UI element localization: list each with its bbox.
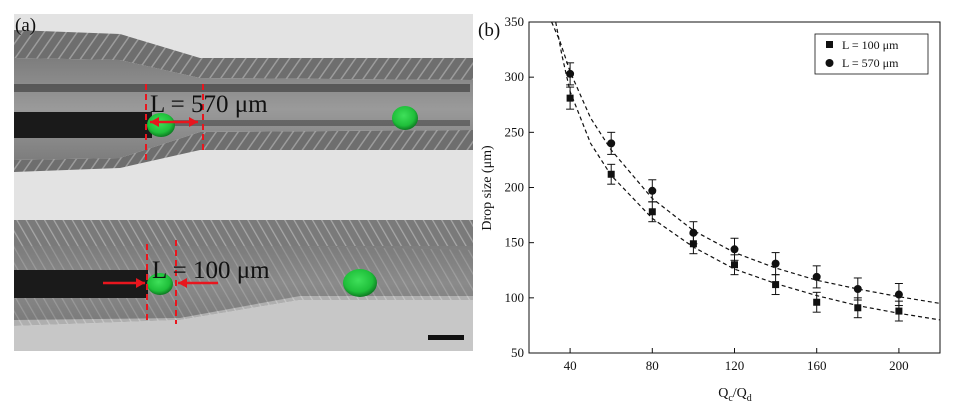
y-tick-label: 250 (505, 124, 525, 139)
y-tick-label: 100 (505, 290, 525, 305)
point-square (566, 94, 574, 102)
y-axis: 50 100 150 200 250 300 350 (505, 14, 534, 360)
x-axis-title-sub-d: d (747, 393, 752, 404)
point-circle (730, 245, 739, 254)
bottom-channel-texture (14, 240, 473, 326)
point-circle (566, 69, 575, 78)
legend-box (814, 33, 929, 75)
scale-bar (428, 335, 464, 340)
microscope-panel: L = 570 μm L = 100 μm (a) (14, 14, 473, 351)
point-circle (812, 272, 821, 281)
point-square (731, 261, 738, 269)
top-inner-capillary (14, 112, 152, 138)
top-droplet-2 (392, 106, 418, 130)
legend-label-100: L = 100 μm (842, 38, 899, 52)
top-capillary: L = 570 μm (14, 30, 473, 172)
chart-panel: (b) 50 100 150 200 250 300 350 40 80 120 160 200 D… (478, 14, 941, 404)
y-tick-label: 50 (511, 345, 524, 360)
x-axis: 40 80 120 160 200 (564, 348, 909, 373)
bottom-droplet-1 (147, 273, 173, 295)
y-tick-label: 200 (505, 180, 525, 195)
point-circle (771, 259, 780, 268)
top-arrowhead-left (150, 117, 159, 127)
bottom-capillary: L = 100 μm (14, 220, 473, 351)
point-square (854, 304, 862, 312)
top-capillary-upper-wall (14, 30, 473, 80)
bottom-arrowhead-right (178, 278, 187, 288)
x-tick-label: 200 (889, 358, 909, 373)
top-length-annotation: L = 570 μm (150, 91, 268, 118)
x-tick-label: 40 (564, 358, 577, 373)
bottom-arrowhead-left (136, 278, 145, 288)
legend-marker-square (826, 41, 833, 48)
point-circle (607, 139, 616, 148)
point-circle (853, 285, 862, 294)
bottom-droplet-2 (343, 269, 377, 297)
point-circle (689, 228, 698, 237)
point-square (772, 281, 780, 289)
legend: L = 100 μm L = 570 μm (814, 33, 929, 75)
top-channel-wall-line (14, 84, 470, 92)
x-tick-label: 160 (807, 358, 827, 373)
x-axis-title-q: Q (718, 386, 728, 401)
top-arrowhead-right (189, 117, 198, 127)
y-tick-label: 150 (505, 235, 525, 250)
y-tick-label: 300 (505, 69, 525, 84)
x-axis-title: Qc/Qd (718, 386, 752, 404)
x-axis-title-slash: /Q (733, 386, 747, 401)
top-capillary-lower-wall (14, 130, 473, 172)
data-points (566, 62, 903, 322)
point-square (648, 208, 656, 216)
point-circle (894, 290, 903, 299)
panel-a-label: (a) (15, 15, 36, 36)
bottom-capillary-lower-region (14, 300, 473, 351)
x-tick-label: 120 (725, 358, 745, 373)
top-channel-wall-line (14, 120, 470, 126)
point-square (607, 170, 615, 178)
point-square (895, 307, 903, 315)
legend-label-570: L = 570 μm (842, 56, 899, 70)
bottom-length-annotation: L = 100 μm (152, 257, 270, 284)
panel-b-label: (b) (478, 20, 500, 41)
point-circle (648, 186, 657, 195)
point-square (813, 298, 821, 306)
x-axis-title-sub-c: c (728, 393, 733, 404)
top-droplet-1 (147, 113, 175, 137)
y-tick-label: 350 (505, 14, 525, 29)
x-tick-label: 80 (646, 358, 659, 373)
y-axis-title: Drop size (μm) (480, 145, 495, 231)
legend-marker-circle (825, 59, 834, 67)
